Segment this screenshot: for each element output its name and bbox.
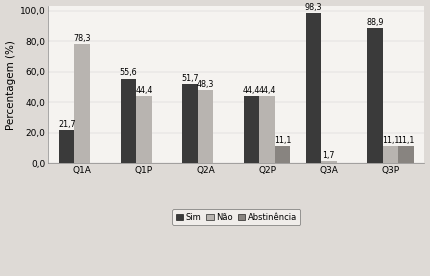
Text: 48,3: 48,3 bbox=[197, 79, 214, 89]
Text: 11,1: 11,1 bbox=[382, 136, 399, 145]
Bar bbox=[383, 146, 398, 163]
Bar bbox=[121, 79, 136, 163]
Text: 88,9: 88,9 bbox=[366, 18, 384, 27]
Text: 1,7: 1,7 bbox=[322, 151, 335, 160]
Text: 11,1: 11,1 bbox=[274, 136, 291, 145]
Bar bbox=[259, 95, 275, 163]
Bar bbox=[367, 28, 383, 163]
Text: 44,4: 44,4 bbox=[258, 86, 276, 95]
Bar bbox=[74, 44, 90, 163]
Bar bbox=[59, 130, 74, 163]
Text: 98,3: 98,3 bbox=[305, 3, 322, 12]
Bar bbox=[198, 90, 213, 163]
Bar bbox=[182, 84, 198, 163]
Bar bbox=[136, 95, 151, 163]
Bar bbox=[398, 146, 414, 163]
Text: 78,3: 78,3 bbox=[74, 34, 91, 43]
Text: 55,6: 55,6 bbox=[120, 68, 137, 78]
Text: 44,4: 44,4 bbox=[243, 86, 261, 95]
Bar bbox=[275, 146, 290, 163]
Bar bbox=[306, 14, 321, 163]
Text: 44,4: 44,4 bbox=[135, 86, 153, 95]
Text: 11,1: 11,1 bbox=[397, 136, 415, 145]
Bar bbox=[321, 161, 337, 163]
Y-axis label: Percentagem (%): Percentagem (%) bbox=[6, 40, 15, 130]
Bar bbox=[244, 95, 259, 163]
Text: 21,7: 21,7 bbox=[58, 120, 76, 129]
Legend: Sim, Não, Abstinência: Sim, Não, Abstinência bbox=[172, 209, 301, 225]
Text: 51,7: 51,7 bbox=[181, 75, 199, 83]
